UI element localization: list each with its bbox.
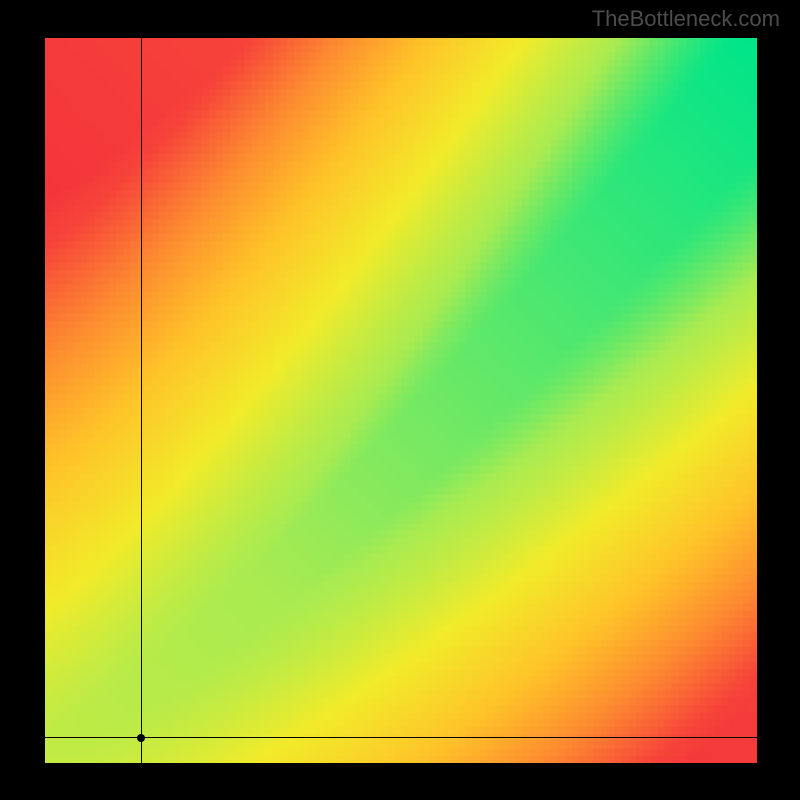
crosshair-point bbox=[137, 734, 145, 742]
crosshair-vertical bbox=[141, 38, 142, 763]
watermark-text: TheBottleneck.com bbox=[592, 6, 780, 32]
chart-border-right bbox=[757, 0, 800, 800]
crosshair-horizontal bbox=[45, 737, 757, 738]
chart-border-left bbox=[0, 0, 45, 800]
bottleneck-heatmap bbox=[45, 38, 757, 763]
chart-border-bottom bbox=[0, 763, 800, 800]
chart-container: TheBottleneck.com bbox=[0, 0, 800, 800]
